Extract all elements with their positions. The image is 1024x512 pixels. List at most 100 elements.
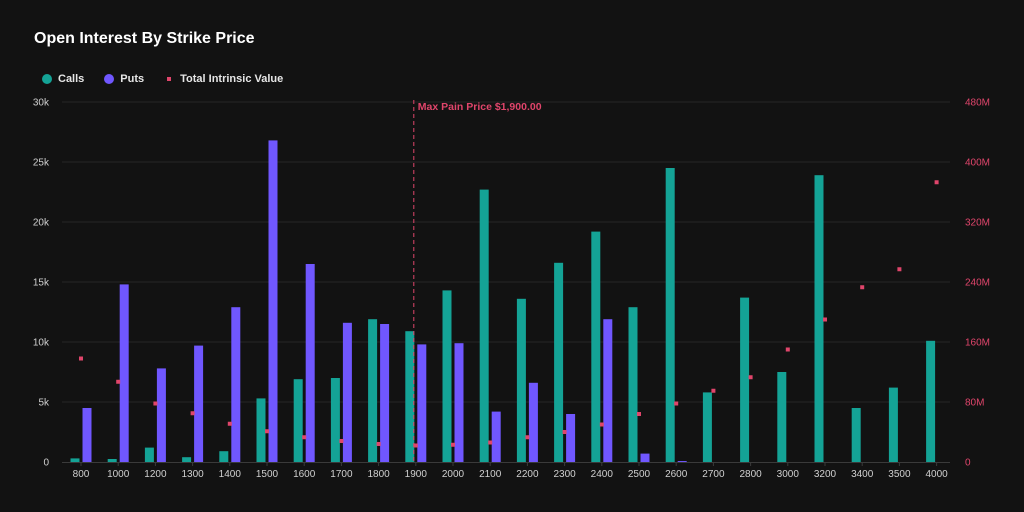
x-tick-label: 2800 [739, 469, 762, 480]
puts-bar [417, 344, 427, 462]
calls-swatch-icon [42, 74, 52, 84]
intrinsic-value-marker [190, 411, 195, 416]
calls-bar [144, 447, 154, 462]
x-tick-label: 1800 [367, 469, 390, 480]
legend-puts-label: Puts [120, 73, 145, 85]
puts-bar [156, 368, 166, 462]
puts-swatch-icon [104, 74, 115, 84]
x-tick-label: 1200 [144, 469, 167, 480]
calls-bar [591, 231, 601, 462]
calls-bar [330, 378, 340, 462]
intrinsic-value-marker [79, 356, 83, 361]
intrinsic-value-marker [934, 180, 939, 185]
max-pain-label: Max Pain Price $1,900.00 [418, 101, 542, 113]
x-tick-label: 2300 [553, 469, 576, 480]
calls-bar [888, 387, 898, 462]
intrinsic-value-marker [674, 401, 679, 406]
intrinsic-value-marker [897, 267, 902, 272]
x-tick-label: 2200 [516, 469, 539, 480]
puts-bar [454, 343, 464, 462]
y-right-tick-label: 160M [965, 338, 990, 349]
x-tick-label: 2500 [628, 469, 651, 480]
x-tick-label: 4000 [925, 469, 948, 480]
intrinsic-value-marker [488, 440, 493, 445]
puts-bar [305, 264, 315, 462]
legend-intrinsic-label: Total Intrinsic Value [180, 73, 284, 85]
legend-calls-label: Calls [58, 73, 85, 85]
calls-bar [516, 298, 526, 462]
intrinsic-swatch-icon [167, 77, 172, 81]
calls-bar [926, 340, 936, 462]
x-tick-label: 1300 [181, 469, 204, 480]
intrinsic-value-marker [860, 285, 865, 290]
calls-bar [256, 398, 266, 462]
calls-bar [628, 307, 638, 462]
y-right-tick-label: 240M [965, 278, 990, 289]
puts-bar [342, 322, 352, 462]
x-tick-label: 1900 [405, 469, 428, 480]
calls-bar [293, 379, 303, 462]
intrinsic-value-marker [748, 375, 753, 380]
legend-item-calls[interactable]: Calls [42, 73, 84, 85]
x-tick-label: 1700 [330, 469, 353, 480]
puts-bar [119, 284, 129, 462]
puts-bar [640, 453, 650, 462]
calls-bar [665, 168, 675, 462]
intrinsic-value-marker [785, 347, 790, 352]
intrinsic-value-marker [525, 435, 530, 440]
puts-bar [82, 408, 92, 462]
y-left-tick-label: 0 [43, 458, 49, 469]
x-tick-label: 2600 [665, 469, 688, 480]
y-left-tick-label: 30k [33, 98, 50, 109]
puts-bar [677, 461, 687, 462]
x-tick-label: 3400 [851, 469, 874, 480]
x-tick-label: 2400 [591, 469, 614, 480]
x-tick-label: 1600 [293, 469, 316, 480]
x-tick-label: 1500 [256, 469, 279, 480]
legend-item-intrinsic[interactable]: Total Intrinsic Value [164, 73, 283, 85]
x-tick-label: 1000 [107, 469, 130, 480]
y-left-tick-label: 25k [33, 158, 50, 169]
x-tick-label: 3500 [888, 469, 911, 480]
puts-bar [528, 382, 538, 462]
legend: Calls Puts Total Intrinsic Value [42, 73, 283, 85]
y-right-tick-label: 80M [965, 398, 984, 409]
intrinsic-value-marker [153, 401, 158, 406]
x-tick-label: 1400 [219, 469, 242, 480]
y-left-tick-label: 5k [38, 398, 50, 409]
puts-bar [491, 411, 501, 462]
calls-bar [182, 457, 192, 462]
y-left-tick-label: 10k [33, 338, 50, 349]
calls-bar [405, 331, 415, 462]
y-right-tick-label: 0 [965, 458, 971, 469]
x-tick-label: 3000 [777, 469, 800, 480]
puts-bar [231, 307, 241, 462]
legend-item-puts[interactable]: Puts [104, 73, 144, 85]
puts-bar [603, 319, 613, 462]
x-tick-label: 2700 [702, 469, 725, 480]
y-left-tick-label: 15k [33, 278, 50, 289]
x-tick-label: 3200 [814, 469, 837, 480]
y-right-tick-label: 400M [965, 158, 990, 169]
intrinsic-value-marker [562, 430, 567, 434]
x-tick-label: 800 [73, 469, 90, 480]
intrinsic-value-marker [599, 422, 604, 427]
intrinsic-value-marker [451, 442, 455, 447]
puts-bar [380, 324, 390, 462]
intrinsic-value-marker [376, 442, 381, 446]
intrinsic-value-marker [413, 443, 418, 448]
calls-bar [219, 451, 229, 462]
calls-bar [702, 392, 712, 462]
intrinsic-value-marker [116, 379, 121, 384]
chart-title: Open Interest By Strike Price [34, 30, 255, 47]
x-tick-label: 2000 [442, 469, 465, 480]
intrinsic-value-marker [265, 429, 269, 434]
calls-bar [107, 459, 117, 462]
puts-bar [194, 345, 204, 462]
calls-bar [368, 319, 378, 462]
intrinsic-value-marker [823, 317, 827, 322]
intrinsic-value-marker [302, 435, 307, 440]
calls-bar [442, 290, 452, 462]
y-right-tick-label: 480M [965, 98, 990, 109]
